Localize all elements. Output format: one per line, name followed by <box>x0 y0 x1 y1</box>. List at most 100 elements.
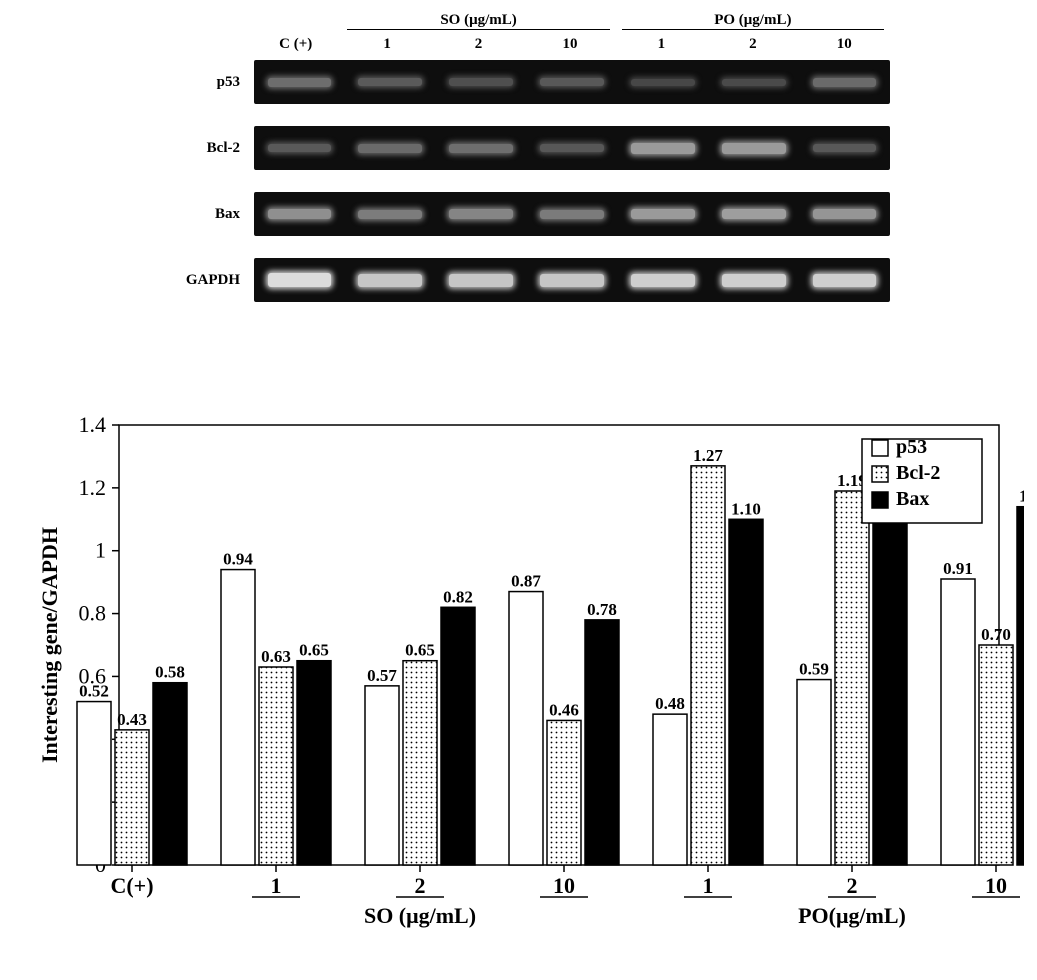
gel-band <box>268 78 332 87</box>
x-group-label: 2 <box>415 873 426 898</box>
gel-row: GAPDH <box>140 258 890 302</box>
gel-band <box>449 274 513 287</box>
gel-dose-po-1: 1 <box>616 36 707 53</box>
bar <box>153 683 187 865</box>
bar-value-label: 0.52 <box>79 682 109 701</box>
gel-band <box>358 78 422 86</box>
x-superlabel: PO(μg/mL) <box>798 903 906 928</box>
bar <box>979 645 1013 865</box>
gel-band <box>540 78 604 86</box>
x-group-label: 10 <box>985 873 1007 898</box>
gel-lane <box>799 192 890 236</box>
gel-header: SO (μg/mL) PO (μg/mL) C (+) 1 2 10 1 2 1… <box>140 12 890 60</box>
bar <box>441 607 475 865</box>
gel-group-po: PO (μg/mL) <box>616 12 890 32</box>
gel-lane <box>436 126 527 170</box>
gel-band <box>631 143 695 154</box>
gel-lane <box>617 258 708 302</box>
gel-lane <box>527 60 618 104</box>
gel-group-po-rule <box>622 29 884 30</box>
bar <box>221 570 255 865</box>
bar <box>1017 507 1024 865</box>
legend-label: p53 <box>896 436 927 458</box>
bar-value-label: 0.59 <box>799 660 829 679</box>
bar <box>77 702 111 865</box>
gel-dose-so-1: 1 <box>341 36 432 53</box>
bar <box>509 592 543 865</box>
gel-band <box>631 274 695 287</box>
bar <box>797 680 831 865</box>
bar <box>873 516 907 865</box>
x-group-label: 2 <box>847 873 858 898</box>
gel-dose-po-2: 2 <box>707 36 798 53</box>
bar <box>297 661 331 865</box>
gel-row: Bax <box>140 192 890 236</box>
gel-lane <box>436 258 527 302</box>
bar <box>365 686 399 865</box>
x-group-label: C(+) <box>110 873 153 898</box>
gel-row: Bcl-2 <box>140 126 890 170</box>
bar-value-label: 0.94 <box>223 550 253 569</box>
gel-dose-po-10: 10 <box>799 36 890 53</box>
gel-lane <box>436 60 527 104</box>
gel-lane <box>254 192 345 236</box>
bar <box>547 720 581 865</box>
figure-canvas: SO (μg/mL) PO (μg/mL) C (+) 1 2 10 1 2 1… <box>0 0 1037 980</box>
legend-label: Bax <box>896 488 929 510</box>
gel-lane <box>617 126 708 170</box>
x-group-label: 1 <box>271 873 282 898</box>
gel-group-titles: SO (μg/mL) PO (μg/mL) <box>250 12 890 32</box>
gel-band <box>722 274 786 287</box>
gel-lane <box>254 126 345 170</box>
gel-band <box>722 79 786 86</box>
gel-group-so-label: SO (μg/mL) <box>440 12 516 28</box>
bar-value-label: 0.82 <box>443 587 473 606</box>
gel-band <box>358 144 422 153</box>
gel-lane <box>527 258 618 302</box>
bar <box>653 714 687 865</box>
legend-swatch <box>872 492 888 508</box>
gel-dose-so-2: 2 <box>433 36 524 53</box>
gel-band <box>268 209 332 219</box>
bar <box>941 579 975 865</box>
gel-group-po-label: PO (μg/mL) <box>714 12 791 28</box>
bar-value-label: 0.87 <box>511 572 541 591</box>
gel-strip <box>254 258 890 302</box>
gel-band <box>722 143 786 154</box>
bar-value-label: 0.46 <box>549 700 579 719</box>
legend-label: Bcl-2 <box>896 462 940 484</box>
gel-band <box>631 209 695 219</box>
gel-lane <box>345 192 436 236</box>
gel-band <box>268 273 332 287</box>
gel-row: p53 <box>140 60 890 104</box>
gel-group-so: SO (μg/mL) <box>341 12 615 32</box>
gel-band <box>449 144 513 153</box>
bar-value-label: 0.65 <box>299 641 329 660</box>
gel-band <box>268 144 332 152</box>
bar <box>403 661 437 865</box>
gel-lane <box>708 192 799 236</box>
bar-value-label: 0.91 <box>943 559 973 578</box>
gel-dose-control: C (+) <box>250 36 341 53</box>
gel-dose-so-10: 10 <box>524 36 615 53</box>
gel-band <box>813 274 877 287</box>
gel-lane <box>345 126 436 170</box>
gel-lane <box>345 60 436 104</box>
legend-swatch <box>872 440 888 456</box>
gel-band <box>631 79 695 86</box>
gel-lane <box>617 192 708 236</box>
bar-value-label: 0.78 <box>587 600 617 619</box>
bar-chart: 00.20.40.60.811.21.4Interesting gene/GAP… <box>24 395 1024 965</box>
gel-lane <box>527 192 618 236</box>
gel-band <box>813 78 877 87</box>
bar-value-label: 0.48 <box>655 694 685 713</box>
x-group-label: 10 <box>553 873 575 898</box>
bar-value-label: 0.43 <box>117 710 147 729</box>
gel-lane <box>799 126 890 170</box>
gel-panel: SO (μg/mL) PO (μg/mL) C (+) 1 2 10 1 2 1… <box>140 12 890 324</box>
gel-lane <box>254 60 345 104</box>
x-superlabel: SO (μg/mL) <box>364 903 476 928</box>
gel-lane <box>708 60 799 104</box>
gel-band <box>449 209 513 219</box>
gel-band <box>449 78 513 86</box>
